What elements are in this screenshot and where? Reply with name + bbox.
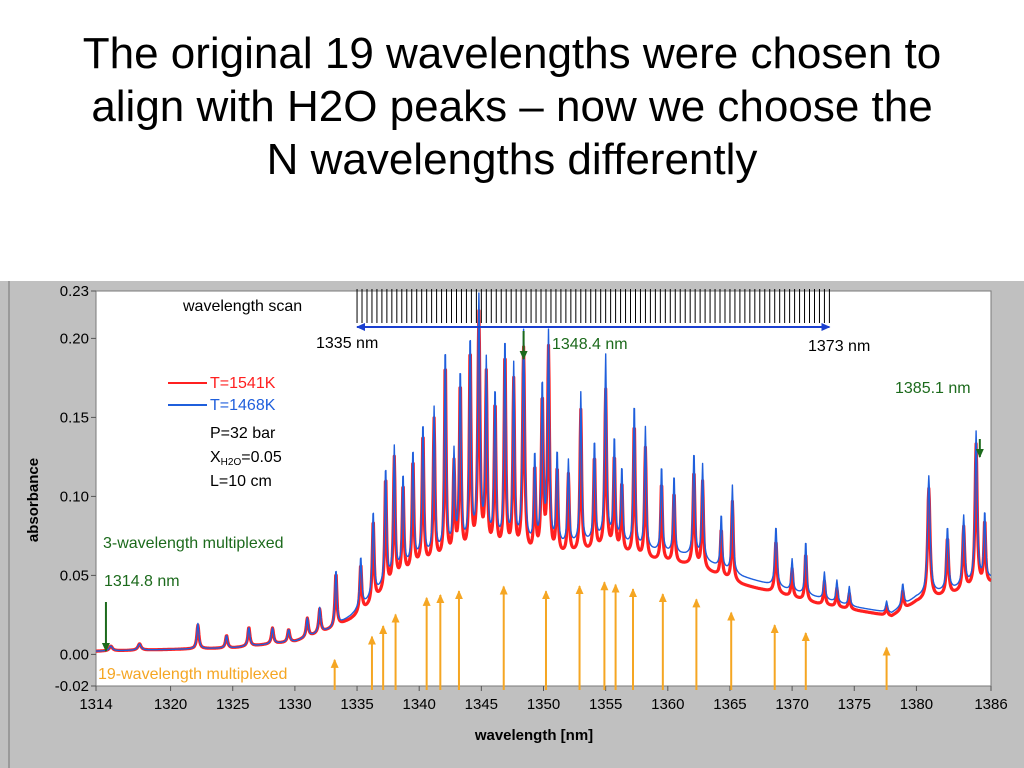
condition-x-value: =0.05 <box>241 449 282 466</box>
legend: T=1541K T=1468K P=32 bar XH2O=0.05 L=10 … <box>168 375 282 490</box>
x-tick-label: 1345 <box>465 696 498 713</box>
legend-label-t1541: T=1541K <box>210 375 276 392</box>
condition-x-prefix: X <box>210 449 221 466</box>
condition-path-length: L=10 cm <box>210 473 272 490</box>
condition-x-subscript: H2O <box>221 457 242 468</box>
y-tick-label: 0.05 <box>60 567 89 584</box>
x-tick-label: 1386 <box>974 696 1007 713</box>
slide-title-line-1: The original 19 wavelengths were chosen … <box>82 29 942 78</box>
y-axis-label: absorbance <box>25 458 42 542</box>
scan-end-label: 1373 nm <box>808 338 870 355</box>
y-axis-ticks: -0.02 0.00 0.05 0.10 0.15 0.20 0.23 <box>55 283 96 695</box>
x-tick-label: 1325 <box>216 696 249 713</box>
slide-title: The original 19 wavelengths were chosen … <box>0 28 1024 186</box>
condition-mole-fraction: XH2O=0.05 <box>210 449 282 468</box>
x-tick-label: 1330 <box>278 696 311 713</box>
multiplexed-19-label: 19-wavelength multiplexed <box>98 666 287 683</box>
legend-label-t1468: T=1468K <box>210 397 276 414</box>
series-layer <box>94 292 993 653</box>
x-tick-label: 1365 <box>713 696 746 713</box>
x-tick-label: 1375 <box>838 696 871 713</box>
marker-label-1348: 1348.4 nm <box>552 336 628 353</box>
figure-left-edge <box>8 281 10 768</box>
y-tick-label: 0.15 <box>60 409 89 426</box>
series-line-t1468 <box>95 292 992 652</box>
wavelength-scan-layer <box>356 289 831 331</box>
condition-pressure: P=32 bar <box>210 425 276 442</box>
x-tick-label: 1360 <box>651 696 684 713</box>
wavelength-scan-label: wavelength scan <box>182 298 302 315</box>
multiplexed-19-layer <box>330 581 891 690</box>
x-tick-label: 1335 <box>340 696 373 713</box>
x-tick-label: 1314 <box>79 696 112 713</box>
y-tick-label: 0.23 <box>60 283 89 300</box>
y-tick-label: 0.20 <box>60 330 89 347</box>
x-tick-label: 1370 <box>775 696 808 713</box>
scan-start-label: 1335 nm <box>316 335 378 352</box>
x-axis-ticks: 1314 1320 1325 1330 1335 1340 1345 1350 1355 1360… <box>79 686 1008 713</box>
x-tick-label: 1380 <box>900 696 933 713</box>
multiplexed-3-label: 3-wavelength multiplexed <box>103 535 284 552</box>
multiplexed-3-layer <box>101 331 984 652</box>
x-tick-label: 1320 <box>154 696 187 713</box>
slide-title-line-3: N wavelengths differently <box>266 134 758 184</box>
y-tick-label: -0.02 <box>55 678 89 695</box>
y-tick-label: 0.10 <box>60 488 89 505</box>
marker-label-1385: 1385.1 nm <box>895 380 971 397</box>
slide-title-line-2: align with H2O peaks – now we choose the <box>91 81 933 131</box>
x-tick-label: 1350 <box>527 696 560 713</box>
x-axis-label: wavelength [nm] <box>474 727 593 744</box>
y-tick-label: 0.00 <box>60 646 89 663</box>
marker-label-1314: 1314.8 nm <box>104 573 180 590</box>
absorbance-spectrum-chart: 1314 1320 1325 1330 1335 1340 1345 1350 1355 1360… <box>25 283 1008 744</box>
x-tick-label: 1355 <box>589 696 622 713</box>
x-tick-label: 1340 <box>403 696 436 713</box>
